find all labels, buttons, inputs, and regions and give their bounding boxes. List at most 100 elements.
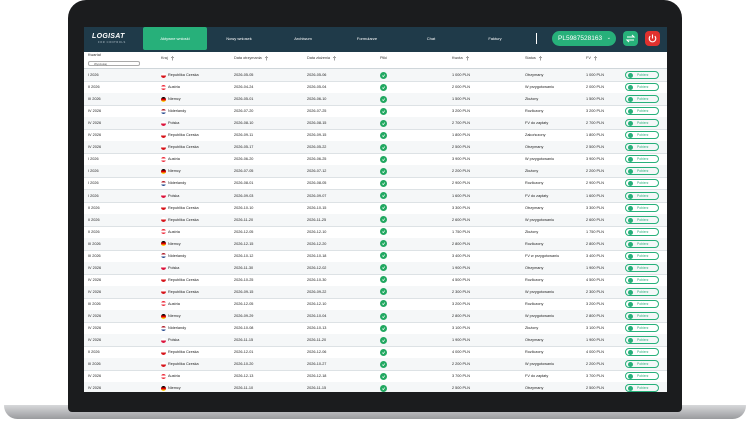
download-button[interactable]: Pobierz xyxy=(625,336,659,345)
download-button[interactable]: Pobierz xyxy=(625,191,659,200)
download-button[interactable]: Pobierz xyxy=(625,155,659,164)
invoice-amount: 1 600 PLN xyxy=(586,193,604,198)
file-icon[interactable] xyxy=(380,179,387,187)
file-icon[interactable] xyxy=(380,204,387,212)
download-button[interactable]: Pobierz xyxy=(625,131,659,140)
file-icon[interactable] xyxy=(380,131,387,139)
column-header[interactable]: FV xyxy=(586,56,591,60)
download-button[interactable]: Pobierz xyxy=(625,384,659,392)
invoice-amount: 2 500 PLN xyxy=(586,386,604,391)
download-button[interactable]: Pobierz xyxy=(625,143,659,152)
nav-tab[interactable]: Faktury xyxy=(488,36,502,41)
file-icon[interactable] xyxy=(380,143,387,151)
download-button[interactable]: Pobierz xyxy=(625,83,659,92)
file-icon[interactable] xyxy=(380,384,387,392)
nav-tab[interactable]: Archiwum xyxy=(294,36,312,41)
download-button[interactable]: Pobierz xyxy=(625,203,659,212)
nav-tab[interactable]: Formularze xyxy=(356,36,378,41)
file-icon[interactable] xyxy=(380,300,387,308)
file-icon[interactable] xyxy=(380,324,387,332)
download-button[interactable]: Pobierz xyxy=(625,324,659,333)
column-header[interactable]: Data złożenia xyxy=(307,56,331,60)
column-header[interactable]: Kwartał xyxy=(88,53,101,57)
switch-button[interactable] xyxy=(623,31,638,46)
file-icon[interactable] xyxy=(380,167,387,175)
file-icon[interactable] xyxy=(380,83,387,91)
file-icon[interactable] xyxy=(380,228,387,236)
download-icon xyxy=(628,169,633,175)
file-glyph xyxy=(382,146,386,149)
quarter: III 2026 xyxy=(88,253,101,258)
download-button[interactable]: Pobierz xyxy=(625,167,659,176)
download-button[interactable]: Pobierz xyxy=(625,215,659,224)
file-icon[interactable] xyxy=(380,276,387,284)
column-header[interactable]: Kwota xyxy=(452,56,463,60)
nav-tab[interactable]: Nowy wniosek xyxy=(226,36,252,41)
download-label: Pobierz xyxy=(637,133,649,138)
download-button[interactable]: Pobierz xyxy=(625,179,659,188)
logout-button[interactable] xyxy=(645,31,660,46)
file-icon[interactable] xyxy=(380,216,387,224)
table-row: II 2026 Republika Czeska 2026-10-10 2026-10… xyxy=(84,202,667,215)
country-flag xyxy=(161,301,166,307)
file-icon[interactable] xyxy=(380,95,387,103)
download-icon xyxy=(628,326,633,332)
download-button[interactable]: Pobierz xyxy=(625,119,659,128)
column-header[interactable]: Status xyxy=(525,56,536,60)
switch-icon xyxy=(625,34,636,43)
received-date: 2026-09-03 xyxy=(234,193,254,198)
file-icon[interactable] xyxy=(380,264,387,272)
download-button[interactable]: Pobierz xyxy=(625,312,659,320)
download-button[interactable]: Pobierz xyxy=(625,263,659,272)
country-flag xyxy=(161,120,166,126)
file-icon[interactable] xyxy=(380,336,387,344)
file-icon[interactable] xyxy=(380,240,387,248)
download-button[interactable]: Pobierz xyxy=(625,71,659,79)
download-button[interactable]: Pobierz xyxy=(625,299,659,308)
download-button[interactable]: Pobierz xyxy=(625,239,659,248)
file-icon[interactable] xyxy=(380,252,387,260)
download-button[interactable]: Pobierz xyxy=(625,287,659,296)
country: Niemcy xyxy=(168,386,181,391)
nav-tab[interactable]: Aktywne wnioski xyxy=(143,27,207,50)
download-button[interactable]: Pobierz xyxy=(625,275,659,284)
file-icon[interactable] xyxy=(380,119,387,127)
amount: 2 800 PLN xyxy=(452,241,470,246)
quarter: IV 2026 xyxy=(88,386,102,391)
download-button[interactable]: Pobierz xyxy=(625,95,659,104)
country: Polska xyxy=(168,193,180,198)
file-icon[interactable] xyxy=(380,71,387,79)
country: Niemcy xyxy=(168,97,181,102)
file-icon[interactable] xyxy=(380,155,387,163)
amount: 2 900 PLN xyxy=(452,181,470,186)
submitted-date: 2026-09-07 xyxy=(307,193,327,198)
amount: 1 900 PLN xyxy=(452,265,470,270)
column-header[interactable]: Kraj xyxy=(161,56,168,60)
file-icon[interactable] xyxy=(380,348,387,356)
column-header[interactable]: Data otrzymania xyxy=(234,56,262,60)
search-input[interactable]: Wyszukaj xyxy=(88,61,140,66)
table-row: IV 2026 Polska 2026-11-30 2026-12-02 1 900 P… xyxy=(84,261,667,275)
download-button[interactable]: Pobierz xyxy=(625,251,659,260)
amount: 4 500 PLN xyxy=(452,277,470,282)
account-select[interactable]: PL5987528163 ⌄ xyxy=(552,31,616,46)
invoice-amount: 2 600 PLN xyxy=(586,217,604,222)
status: Otrzymany xyxy=(525,265,544,270)
download-button[interactable]: Pobierz xyxy=(625,107,659,116)
file-icon[interactable] xyxy=(380,288,387,296)
status: Rozliczony xyxy=(525,301,544,306)
country: Niderlandy xyxy=(168,109,187,114)
nav-tab[interactable]: Chat xyxy=(426,36,436,41)
download-label: Pobierz xyxy=(637,73,649,77)
download-button[interactable]: Pobierz xyxy=(625,360,659,369)
file-icon[interactable] xyxy=(380,360,387,368)
file-icon[interactable] xyxy=(380,372,387,380)
file-icon[interactable] xyxy=(380,312,387,320)
file-icon[interactable] xyxy=(380,192,387,199)
received-date: 2026-08-10 xyxy=(234,121,254,126)
download-button[interactable]: Pobierz xyxy=(625,372,659,381)
download-button[interactable]: Pobierz xyxy=(625,227,659,236)
download-icon xyxy=(628,193,633,199)
file-icon[interactable] xyxy=(380,107,387,115)
download-button[interactable]: Pobierz xyxy=(625,348,659,357)
